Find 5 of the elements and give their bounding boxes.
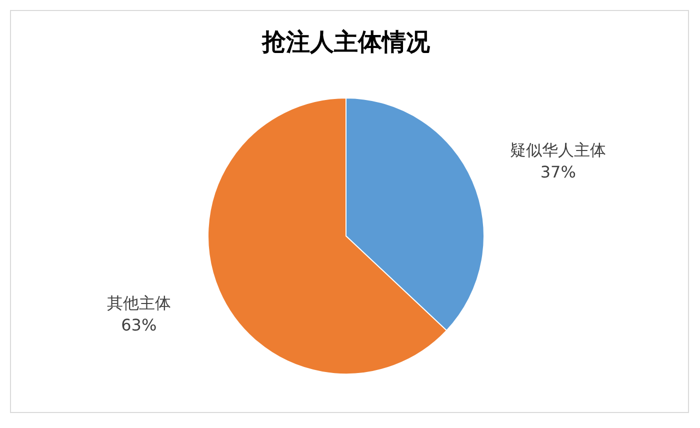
slice-label: 疑似华人主体 xyxy=(510,140,606,160)
data-label: 37% xyxy=(540,162,576,182)
chart-title: 抢注人主体情况 xyxy=(261,27,431,56)
slice-label: 其他主体 xyxy=(106,294,171,313)
data-label: 63% xyxy=(121,316,157,335)
